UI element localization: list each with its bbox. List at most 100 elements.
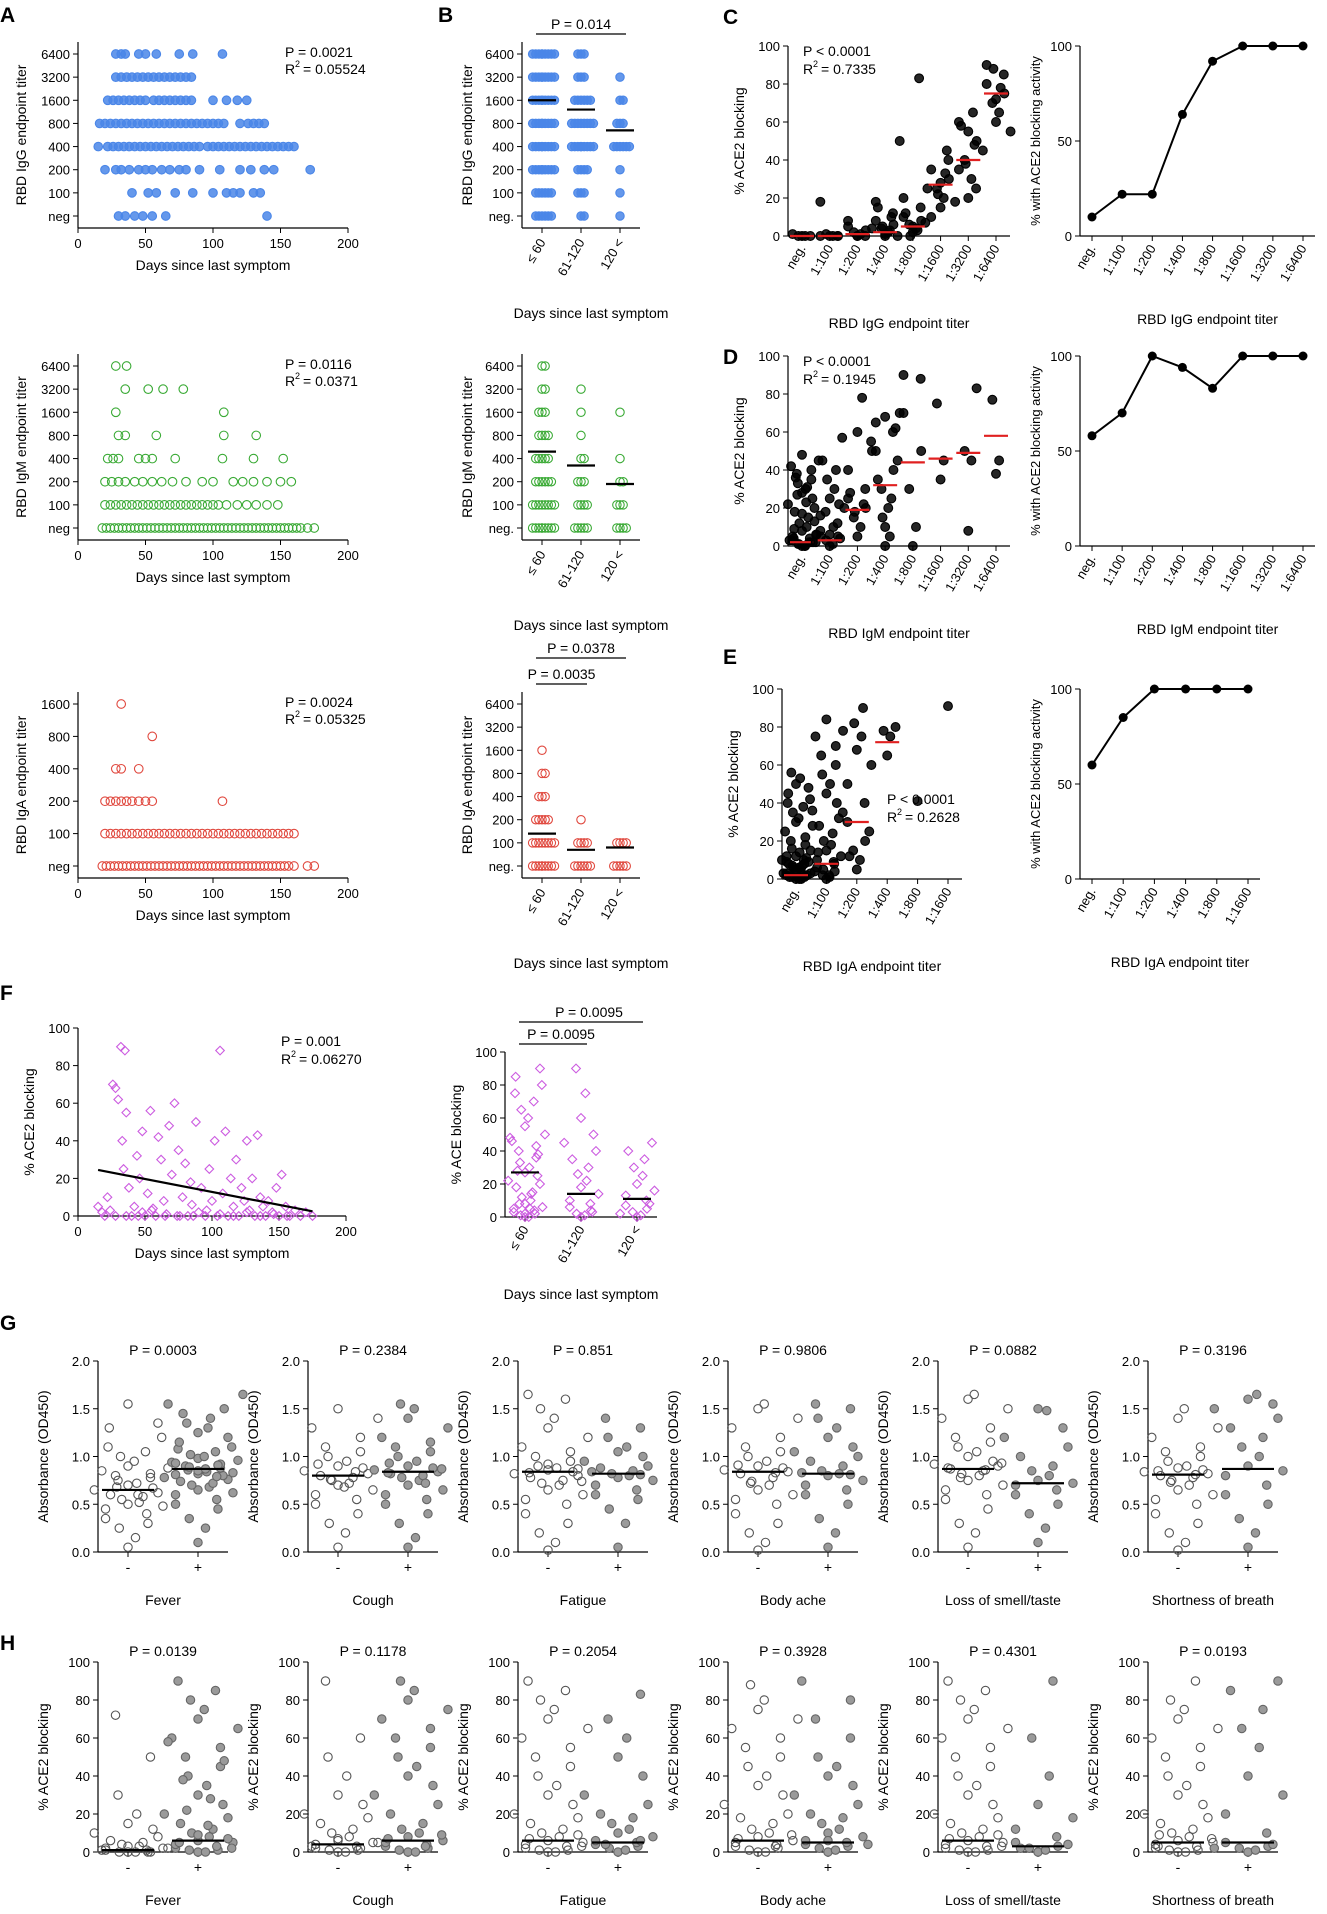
data-point — [852, 531, 863, 542]
data-point — [579, 500, 589, 510]
data-point — [828, 522, 839, 532]
category-label: 120 < — [614, 1223, 643, 1259]
y-tick-label: 400 — [492, 140, 514, 155]
data-point — [1261, 1828, 1272, 1838]
data-point — [1005, 126, 1016, 137]
y-axis-label: % ACE2 blocking — [875, 1703, 891, 1810]
data-point — [369, 1790, 380, 1800]
x-axis-label: Cough — [352, 1892, 393, 1908]
y-tick-label: 80 — [706, 1693, 720, 1708]
data-point — [164, 500, 175, 510]
data-point — [524, 1203, 536, 1214]
data-point — [537, 814, 547, 825]
y-axis-label: % ACE2 blocking — [731, 87, 747, 194]
data-point — [595, 1463, 606, 1473]
data-point — [866, 436, 877, 447]
data-point — [1258, 1432, 1268, 1443]
data-point — [534, 814, 544, 825]
data-point — [1184, 1832, 1194, 1842]
data-point — [159, 500, 170, 510]
y-tick-label: 20 — [706, 1807, 720, 1822]
data-point — [814, 1843, 825, 1853]
bracket-p-value: P = 0.0378 — [547, 640, 615, 656]
data-point — [156, 1432, 167, 1443]
data-point — [131, 1150, 143, 1161]
y-tick-label: neg. — [489, 859, 514, 874]
y-tick-label: 80 — [916, 1693, 930, 1708]
y-tick-label: 6400 — [41, 47, 70, 62]
data-point — [107, 1079, 118, 1090]
data-point — [615, 476, 625, 487]
data-point — [1063, 1839, 1073, 1850]
panel-letter-b: B — [438, 4, 453, 27]
data-point — [543, 500, 553, 510]
data-point — [537, 141, 547, 152]
data-point — [644, 1198, 655, 1209]
y-tick-label: 0 — [83, 1845, 90, 1860]
data-point — [1234, 1843, 1245, 1853]
data-point — [121, 1210, 132, 1222]
y-tick-label: 1.5 — [282, 1402, 300, 1417]
data-point — [998, 1480, 1008, 1490]
data-point — [127, 500, 137, 510]
data-point — [937, 1413, 947, 1424]
data-point — [543, 1485, 553, 1495]
data-point — [145, 1472, 156, 1483]
category-label: ≤ 60 — [506, 1223, 532, 1252]
data-point — [621, 523, 631, 533]
data-point — [175, 828, 186, 839]
data-point — [798, 855, 809, 865]
data-point — [824, 493, 835, 504]
data-point — [522, 1112, 534, 1124]
data-point — [567, 1154, 578, 1165]
data-point — [627, 1206, 638, 1218]
data-point — [147, 1203, 159, 1214]
data-point — [543, 430, 553, 441]
data-point — [550, 1847, 561, 1857]
data-point — [235, 118, 245, 129]
data-point — [531, 188, 541, 198]
data-point — [963, 1451, 973, 1462]
y-axis-label: Absorbance (OD450) — [35, 1390, 51, 1522]
data-point — [302, 523, 313, 533]
data-point — [394, 1518, 405, 1529]
data-point — [262, 211, 272, 221]
data-point — [955, 1695, 966, 1705]
data-point — [926, 164, 937, 175]
data-point — [912, 796, 923, 807]
data-point — [193, 1485, 203, 1495]
data-point — [537, 1828, 547, 1838]
data-point — [241, 1207, 252, 1218]
y-tick-label: 50 — [1058, 444, 1072, 459]
y-tick-label: 400 — [48, 140, 70, 155]
data-point — [579, 453, 589, 464]
data-point — [527, 523, 538, 533]
data-point — [639, 1154, 650, 1165]
data-point — [1068, 1813, 1078, 1823]
data-point — [443, 1423, 453, 1433]
data-point — [615, 500, 625, 510]
category-label: 1:3200 — [1247, 552, 1280, 594]
data-point — [380, 1489, 391, 1500]
r-squared-sup: 2 — [813, 59, 818, 69]
data-point — [954, 1518, 965, 1529]
data-point — [789, 1790, 800, 1800]
data-point — [133, 1489, 143, 1500]
data-point — [999, 1432, 1010, 1443]
data-point — [1237, 1442, 1247, 1452]
y-tick-label: 40 — [916, 1769, 930, 1784]
r-squared-value: = 0.05524 — [303, 61, 366, 77]
data-point — [123, 1399, 133, 1409]
data-point — [232, 95, 243, 106]
data-point — [140, 1446, 151, 1457]
y-tick-label: 80 — [496, 1693, 510, 1708]
data-point — [963, 525, 974, 536]
data-point — [148, 1824, 158, 1834]
data-point — [110, 1210, 121, 1222]
y-tick-label: 100 — [758, 349, 780, 364]
data-point — [633, 1494, 643, 1505]
data-point — [100, 164, 110, 175]
data-point — [809, 503, 820, 513]
p-value: P = 0.0003 — [129, 1342, 197, 1358]
